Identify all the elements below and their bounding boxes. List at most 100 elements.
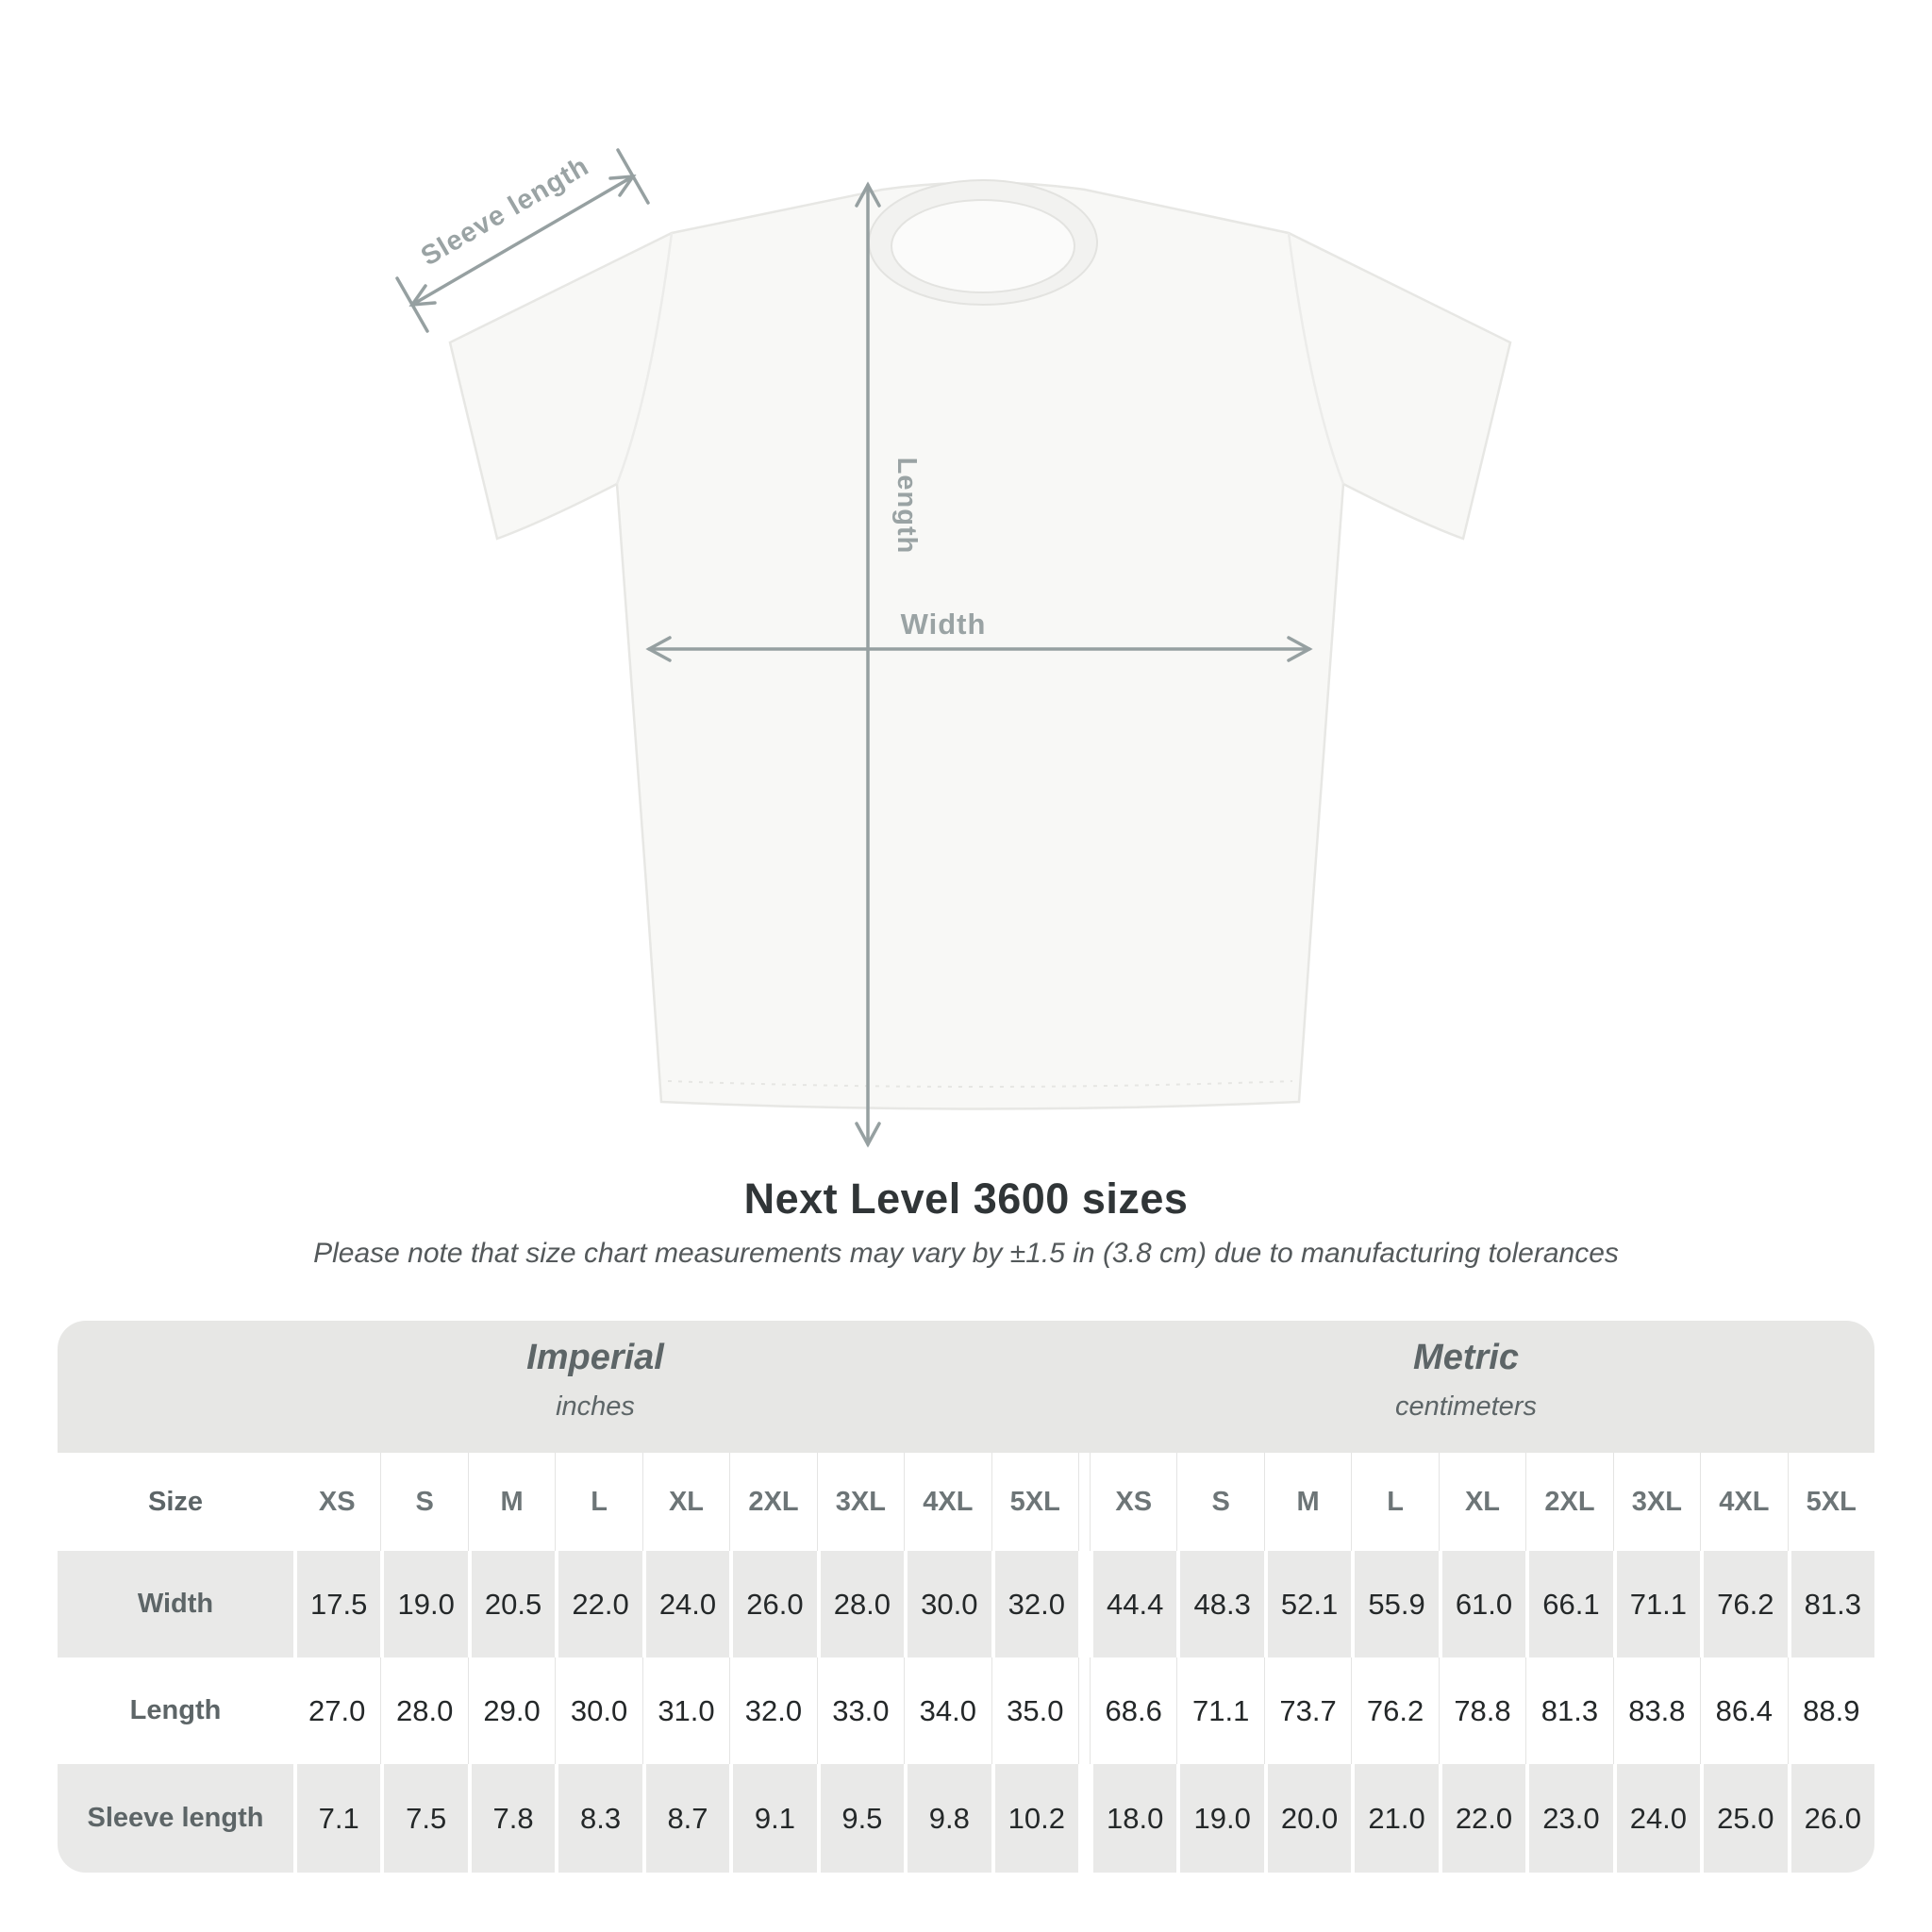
left-sleeve-seam (615, 232, 674, 485)
group-divider (1077, 1764, 1090, 1873)
collar-inner (891, 199, 1075, 293)
measurement-cell: 28.0 (816, 1551, 904, 1657)
measurement-cell: 76.2 (1700, 1551, 1787, 1657)
measurement-cell: 68.6 (1089, 1657, 1176, 1764)
sleeve-tick-upper (616, 148, 650, 205)
measurement-cell: 29.0 (467, 1657, 555, 1764)
size-col-header: 4XL (1700, 1453, 1787, 1551)
row-label: Width (137, 1589, 214, 1619)
tshirt-body (448, 181, 1512, 1110)
tolerance-note: Please note that size chart measurements… (313, 1238, 1619, 1269)
size-col-header: XL (1438, 1453, 1525, 1551)
metric-sublabel: centimeters (1395, 1391, 1537, 1422)
group-divider (1077, 1657, 1090, 1764)
measurement-cell: 20.0 (1263, 1764, 1351, 1873)
unit-group-metric: Metric centimeters (1395, 1338, 1537, 1423)
measurement-cell: 71.1 (1176, 1657, 1263, 1764)
length-label: Length (891, 458, 922, 555)
measurement-cell: 48.3 (1176, 1551, 1263, 1657)
width-label: Width (901, 608, 987, 641)
measurement-cell: 31.0 (641, 1657, 729, 1764)
measurement-cell: 26.0 (729, 1551, 816, 1657)
size-col-header: 4XL (904, 1453, 991, 1551)
size-header-row: Size XS S M L XL 2XL 3XL 4XL 5XL XS S M … (58, 1453, 1874, 1551)
size-col-header: 5XL (1787, 1453, 1874, 1551)
width-arrowhead-left (645, 636, 672, 662)
measurement-cell: 22.0 (1438, 1764, 1525, 1873)
measurement-cell: 24.0 (641, 1551, 729, 1657)
measurement-cell: 81.3 (1787, 1551, 1874, 1657)
measurement-cell: 88.9 (1787, 1657, 1874, 1764)
size-col-header: M (1263, 1453, 1351, 1551)
size-table: Imperial inches Metric centimeters Size … (58, 1321, 1874, 1873)
measurement-cell: 81.3 (1525, 1657, 1612, 1764)
unit-header-band: Imperial inches Metric centimeters (58, 1321, 1874, 1453)
measurement-cell: 10.2 (991, 1764, 1078, 1873)
sleeve-length-row: Sleeve length 7.1 7.5 7.8 8.3 8.7 9.1 9.… (58, 1764, 1874, 1873)
length-arrowhead-bottom (855, 1122, 881, 1148)
measurement-cell: 30.0 (904, 1551, 991, 1657)
measurement-cell: 76.2 (1351, 1657, 1438, 1764)
measurement-cell: 25.0 (1700, 1764, 1787, 1873)
measurement-cell: 35.0 (991, 1657, 1078, 1764)
size-col-header: 3XL (816, 1453, 904, 1551)
size-col-header: 3XL (1612, 1453, 1700, 1551)
length-row: Length 27.0 28.0 29.0 30.0 31.0 32.0 33.… (58, 1657, 1874, 1764)
measurement-cell: 86.4 (1700, 1657, 1787, 1764)
sleeve-length-label: Sleeve length (416, 151, 594, 272)
tshirt-diagram: Sleeve length Length Width (395, 148, 1512, 1148)
measurement-cell: 7.1 (293, 1764, 380, 1873)
measurement-cell: 24.0 (1612, 1764, 1700, 1873)
size-col-header: S (1176, 1453, 1263, 1551)
measurement-cell: 30.0 (555, 1657, 641, 1764)
measurement-cell: 8.3 (555, 1764, 641, 1873)
measurement-cell: 61.0 (1438, 1551, 1525, 1657)
measurement-cell: 9.8 (904, 1764, 991, 1873)
size-col-header: 5XL (991, 1453, 1078, 1551)
size-col-header: 2XL (729, 1453, 816, 1551)
size-col-header: 2XL (1525, 1453, 1612, 1551)
measurement-cell: 34.0 (904, 1657, 991, 1764)
measurement-cell: 19.0 (380, 1551, 467, 1657)
sleeve-tick-lower (395, 276, 429, 333)
width-row: Width 17.5 19.0 20.5 22.0 24.0 26.0 28.0… (58, 1551, 1874, 1657)
size-col-header: M (467, 1453, 555, 1551)
measurement-cell: 9.5 (816, 1764, 904, 1873)
unit-group-imperial: Imperial inches (526, 1338, 664, 1423)
measurement-cell: 23.0 (1525, 1764, 1612, 1873)
measurement-cell: 71.1 (1612, 1551, 1700, 1657)
imperial-sublabel: inches (556, 1391, 635, 1422)
right-sleeve-seam (1287, 232, 1345, 485)
width-arrowhead-right (1287, 636, 1313, 662)
measurement-cell: 44.4 (1089, 1551, 1176, 1657)
size-col-header: XS (1089, 1453, 1176, 1551)
measurement-cell: 8.7 (641, 1764, 729, 1873)
hem-stitch (667, 1080, 1293, 1088)
measurement-cell: 21.0 (1351, 1764, 1438, 1873)
measurement-cell: 9.1 (729, 1764, 816, 1873)
measurement-cell: 52.1 (1263, 1551, 1351, 1657)
measurement-cell: 18.0 (1089, 1764, 1176, 1873)
size-header-label: Size (147, 1486, 204, 1517)
measurement-cell: 66.1 (1525, 1551, 1612, 1657)
measurement-cell: 83.8 (1612, 1657, 1700, 1764)
sleeve-arrow-line (410, 175, 635, 307)
size-col-header: XS (318, 1486, 356, 1517)
measurement-cell: 78.8 (1438, 1657, 1525, 1764)
size-col-header: XL (641, 1453, 729, 1551)
metric-label: Metric (1413, 1338, 1519, 1377)
measurement-cell: 32.0 (729, 1657, 816, 1764)
size-col-header: L (1351, 1453, 1438, 1551)
row-label: Length (129, 1695, 222, 1725)
measurement-cell: 33.0 (816, 1657, 904, 1764)
group-divider (1077, 1453, 1090, 1551)
size-col-header: L (555, 1453, 641, 1551)
measurement-cell: 17.5 (293, 1551, 380, 1657)
measurement-cell: 28.0 (380, 1657, 467, 1764)
measurement-cell: 7.8 (467, 1764, 555, 1873)
measurement-cell: 55.9 (1351, 1551, 1438, 1657)
measurement-cell: 27.0 (308, 1693, 366, 1727)
row-label: Sleeve length (87, 1803, 264, 1833)
measurement-cell: 20.5 (467, 1551, 555, 1657)
group-divider (1077, 1551, 1090, 1657)
